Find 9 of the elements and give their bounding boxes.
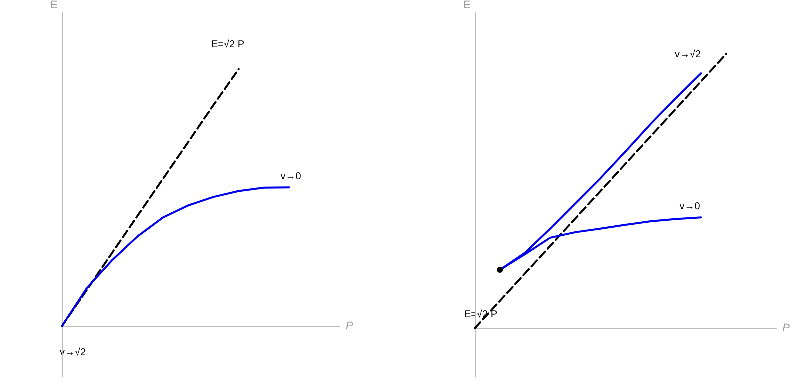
y-axis-title: E <box>50 0 58 12</box>
annotation: v→0 <box>280 172 302 182</box>
x-axis-title: P <box>782 322 791 334</box>
y-axis-title: E <box>464 0 471 12</box>
annotation: v→√2 <box>674 50 702 60</box>
annotation: v→0 <box>680 202 701 212</box>
text: E=√2 P <box>211 40 245 50</box>
text: v→√2 <box>60 348 86 358</box>
x-axis-title: P <box>346 320 354 333</box>
